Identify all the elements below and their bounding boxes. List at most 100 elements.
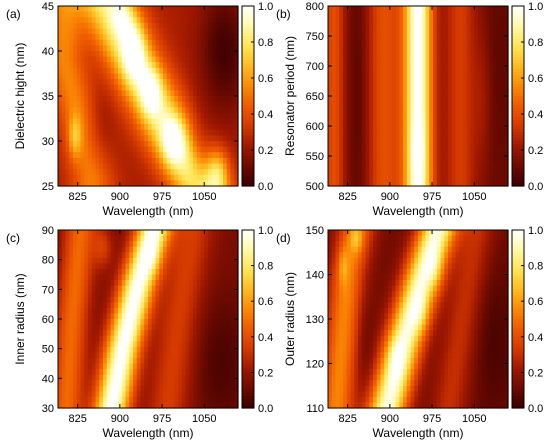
heatmap-cell	[406, 28, 412, 35]
heatmap-cell	[234, 241, 239, 248]
heatmap-cell	[125, 101, 130, 108]
heatmap-cell	[421, 11, 427, 18]
heatmap-cell	[470, 146, 475, 153]
heatmap-cell	[174, 319, 179, 326]
heatmap-cell	[410, 163, 415, 170]
heatmap-cell	[219, 369, 224, 376]
heatmap-cell	[76, 324, 82, 331]
heatmap-cell	[478, 67, 483, 75]
heatmap-cell	[358, 129, 363, 136]
heatmap-cell	[174, 62, 179, 69]
heatmap-cell	[148, 124, 153, 131]
heatmap-cell	[136, 135, 142, 142]
heatmap-cell	[433, 96, 438, 103]
heatmap-cell	[133, 302, 138, 309]
heatmap-cell	[144, 124, 149, 131]
colorbar-step	[242, 357, 254, 362]
heatmap-cell	[181, 45, 187, 52]
heatmap-cell	[459, 34, 464, 41]
heatmap-cell	[144, 84, 149, 91]
heatmap-cell	[226, 385, 232, 392]
heatmap-cell	[425, 169, 430, 176]
heatmap-cell	[230, 84, 235, 91]
heatmap-cell	[110, 296, 115, 303]
heatmap-cell	[328, 39, 333, 46]
heatmap-cell	[178, 169, 183, 176]
heatmap-cell	[88, 163, 93, 170]
heatmap-cell	[493, 11, 498, 18]
heatmap-cell	[110, 169, 115, 176]
heatmap-cell	[399, 56, 404, 63]
heatmap-cell	[163, 39, 168, 46]
heatmap-cell	[380, 157, 385, 165]
x-tick-label-b: 1050	[462, 191, 486, 203]
heatmap-cell	[106, 62, 112, 69]
heatmap-cell	[361, 45, 367, 52]
heatmap-cell	[151, 67, 157, 75]
heatmap-cell	[114, 118, 119, 125]
heatmap-cell	[84, 280, 89, 287]
heatmap-cell	[155, 369, 160, 376]
heatmap-cell	[125, 45, 130, 52]
heatmap-cell	[84, 268, 89, 276]
heatmap-cell	[129, 330, 134, 337]
heatmap-cell	[448, 169, 453, 176]
y-axis-title-c: Inner radius (nm)	[13, 273, 27, 364]
colorbar-step	[242, 12, 254, 16]
heatmap-cell	[204, 313, 209, 320]
heatmap-cell	[88, 330, 93, 337]
heatmap-cell	[163, 363, 168, 370]
heatmap-cell	[459, 96, 464, 103]
heatmap-cell	[335, 17, 340, 24]
heatmap-cell	[200, 11, 205, 18]
heatmap-cell	[481, 152, 487, 159]
heatmap-cell	[148, 84, 153, 91]
colorbar-step	[512, 111, 524, 115]
heatmap-cell	[110, 313, 115, 320]
heatmap-cell	[118, 169, 123, 176]
heatmap-cell	[144, 380, 149, 387]
heatmap-cell	[163, 335, 168, 342]
colorbar-step	[242, 90, 254, 94]
heatmap-cell	[140, 79, 145, 86]
heatmap-cell	[369, 107, 374, 114]
heatmap-cell	[103, 17, 108, 24]
heatmap-cell	[223, 6, 228, 13]
heatmap-cell	[328, 163, 333, 170]
heatmap-cell	[196, 56, 202, 63]
colorbar-tick-label-a: 0.8	[258, 37, 273, 49]
heatmap-cell	[114, 324, 119, 331]
heatmap-cell	[193, 357, 198, 365]
heatmap-cell	[219, 402, 224, 409]
colorbar-step	[242, 171, 254, 175]
heatmap-cell	[376, 112, 382, 120]
heatmap-cell	[76, 380, 82, 387]
heatmap-cell	[155, 79, 160, 86]
heatmap-cell	[103, 396, 108, 404]
heatmap-cell	[234, 274, 239, 281]
heatmap-cell	[166, 274, 172, 281]
heatmap-cell	[133, 124, 138, 131]
heatmap-cell	[448, 118, 453, 125]
heatmap-cell	[110, 357, 115, 365]
heatmap-cell	[88, 363, 93, 370]
heatmap-cell	[328, 28, 333, 35]
heatmap-cell	[73, 135, 78, 142]
heatmap-cell	[140, 62, 145, 69]
heatmap-cell	[76, 241, 82, 248]
heatmap-cell	[129, 67, 134, 75]
heatmap-cell	[136, 34, 142, 41]
heatmap-cell	[166, 319, 172, 326]
heatmap-cell	[174, 396, 179, 404]
heatmap-cell	[65, 141, 70, 148]
heatmap-cell	[58, 67, 63, 75]
heatmap-cell	[174, 96, 179, 103]
heatmap-cell	[133, 180, 138, 187]
heatmap-cell	[504, 51, 509, 58]
heatmap-cell	[215, 335, 220, 342]
heatmap-cell	[204, 263, 209, 270]
heatmap-cell	[489, 45, 494, 52]
heatmap-cell	[140, 380, 145, 387]
heatmap-cell	[84, 396, 89, 404]
